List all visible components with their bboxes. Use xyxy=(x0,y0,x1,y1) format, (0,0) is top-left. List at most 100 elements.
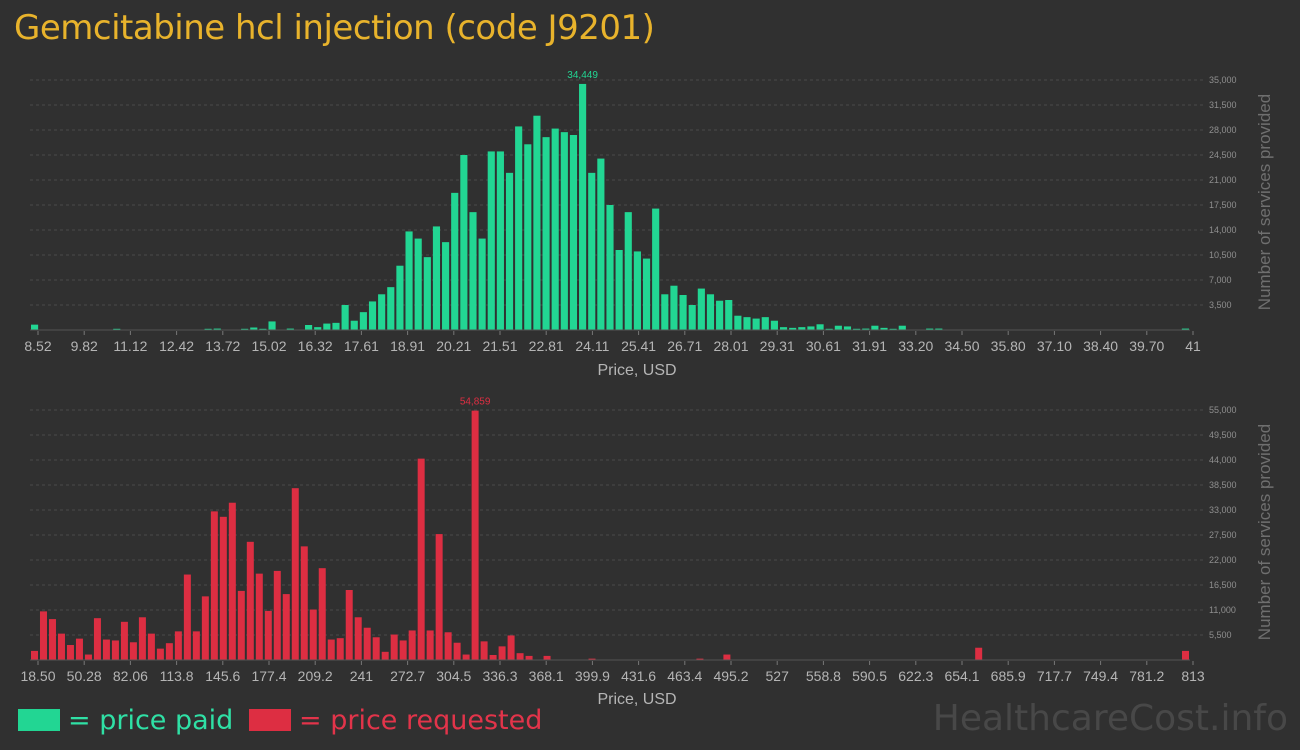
price-paid-bar xyxy=(807,326,815,330)
price-paid-y-tick-label: 10,500 xyxy=(1209,250,1237,260)
price-requested-max-value-label: 54,859 xyxy=(460,397,491,408)
price-paid-bar xyxy=(432,226,441,330)
price-paid-bar xyxy=(624,212,632,330)
price-paid-bar xyxy=(816,324,824,330)
price-requested-bar xyxy=(417,458,425,660)
price-requested-bar xyxy=(1182,650,1189,660)
price-requested-x-tick-label: 558.8 xyxy=(806,668,841,684)
price-requested-bar xyxy=(327,639,335,660)
price-paid-x-tick-label: 26.71 xyxy=(667,338,702,354)
price-requested-bar xyxy=(498,646,506,660)
price-requested-bar xyxy=(696,658,704,660)
price-paid-bar xyxy=(560,132,568,330)
price-requested-bar xyxy=(408,630,416,660)
price-requested-bar xyxy=(291,488,299,660)
price-paid-bar xyxy=(414,238,422,330)
price-requested-bar xyxy=(345,590,353,660)
price-paid-x-tick-label: 41 xyxy=(1185,338,1201,354)
price-requested-bar xyxy=(435,534,443,660)
price-requested-y-ticks: 5,500 11,000 16,500 22,000 27,500 33,000 38,50… xyxy=(1209,405,1237,640)
price-paid-bar xyxy=(341,305,349,330)
price-paid-bar xyxy=(779,327,788,330)
price-requested-x-tick-label: 527 xyxy=(766,668,790,684)
price-requested-bar xyxy=(363,627,371,660)
price-requested-y-tick-label: 55,000 xyxy=(1209,405,1237,415)
price-requested-bar xyxy=(93,618,101,660)
price-requested-bars xyxy=(31,410,1189,660)
price-paid-bar xyxy=(734,315,742,330)
price-requested-bar xyxy=(192,631,200,660)
price-requested-x-tick-label: 781.2 xyxy=(1129,668,1164,684)
price-paid-x-tick-label: 30.61 xyxy=(806,338,841,354)
price-requested-bar xyxy=(282,594,290,660)
price-requested-y-tick-label: 5,500 xyxy=(1209,630,1232,640)
price-requested-x-axis-label: Price, USD xyxy=(597,691,676,708)
price-requested-swatch xyxy=(249,709,291,731)
price-paid-x-tick-label: 22.81 xyxy=(529,338,564,354)
price-paid-bar xyxy=(825,328,833,330)
price-requested-bar xyxy=(111,640,119,660)
legend-price-paid-label: = price paid xyxy=(68,704,234,736)
price-paid-x-tick-label: 34.50 xyxy=(944,338,979,354)
price-requested-bar xyxy=(975,647,983,660)
price-paid-bar xyxy=(834,325,842,330)
price-paid-x-ticks: 8.52 9.82 11.12 12.42 13.72 15.02 16.32 17.61 18… xyxy=(24,331,1201,354)
price-paid-bar xyxy=(259,328,267,330)
price-requested-x-tick-label: 813 xyxy=(1181,668,1205,684)
price-paid-bar xyxy=(286,328,294,330)
price-requested-bar xyxy=(588,658,596,660)
price-requested-bar xyxy=(165,643,173,660)
price-requested-bar xyxy=(543,655,551,660)
price-paid-x-tick-label: 12.42 xyxy=(159,338,194,354)
price-requested-bar xyxy=(219,516,227,660)
price-paid-bar xyxy=(204,328,212,330)
price-requested-bar xyxy=(300,546,308,660)
price-paid-x-tick-label: 35.80 xyxy=(991,338,1026,354)
price-paid-bar xyxy=(642,258,651,330)
price-paid-bar xyxy=(268,321,276,330)
price-requested-y-tick-label: 16,500 xyxy=(1209,580,1237,590)
price-paid-bar xyxy=(505,172,514,330)
price-requested-y-tick-label: 38,500 xyxy=(1209,480,1237,490)
price-requested-bar xyxy=(390,634,398,660)
price-paid-bar xyxy=(688,305,696,330)
price-requested-bar xyxy=(723,654,731,660)
price-paid-y-tick-label: 24,500 xyxy=(1209,150,1237,160)
price-requested-bar xyxy=(399,640,407,660)
price-paid-bar xyxy=(515,126,523,330)
price-requested-x-tick-label: 431.6 xyxy=(621,668,656,684)
price-paid-x-tick-label: 13.72 xyxy=(205,338,240,354)
price-requested-bar xyxy=(444,632,452,660)
price-requested-chart: 5,500 11,000 16,500 22,000 27,500 33,000 38,50… xyxy=(20,397,1274,708)
price-requested-bar xyxy=(66,645,74,660)
price-paid-bar xyxy=(569,135,578,330)
price-paid-bar xyxy=(213,328,221,330)
price-paid-bar xyxy=(898,325,906,330)
price-paid-x-tick-label: 24.11 xyxy=(575,338,609,354)
price-requested-x-tick-label: 145.6 xyxy=(205,668,240,684)
price-requested-x-tick-label: 717.7 xyxy=(1037,668,1072,684)
price-paid-swatch xyxy=(18,709,60,731)
price-requested-bar xyxy=(120,621,128,660)
price-paid-bar xyxy=(770,320,778,330)
price-requested-bar xyxy=(174,631,182,660)
price-paid-bar xyxy=(487,151,495,330)
price-paid-x-tick-label: 18.91 xyxy=(390,338,425,354)
price-paid-gridlines xyxy=(30,79,1204,306)
price-paid-bar xyxy=(615,250,623,330)
price-paid-bar xyxy=(469,212,477,330)
legend-price-requested: = price requested xyxy=(249,704,542,736)
price-paid-bar xyxy=(679,295,687,330)
price-requested-y-tick-label: 33,000 xyxy=(1209,505,1237,515)
price-paid-x-tick-label: 15.02 xyxy=(251,338,286,354)
price-paid-y-tick-label: 17,500 xyxy=(1209,200,1237,210)
price-paid-bar xyxy=(935,328,943,330)
price-requested-bar xyxy=(31,650,38,660)
price-requested-bar xyxy=(354,617,362,660)
price-requested-x-tick-label: 272.7 xyxy=(390,668,425,684)
price-paid-x-tick-label: 20.21 xyxy=(436,338,471,354)
price-paid-y-tick-label: 7,000 xyxy=(1209,275,1232,285)
price-requested-gridlines xyxy=(30,409,1204,636)
price-paid-y-tick-label: 3,500 xyxy=(1209,300,1232,310)
